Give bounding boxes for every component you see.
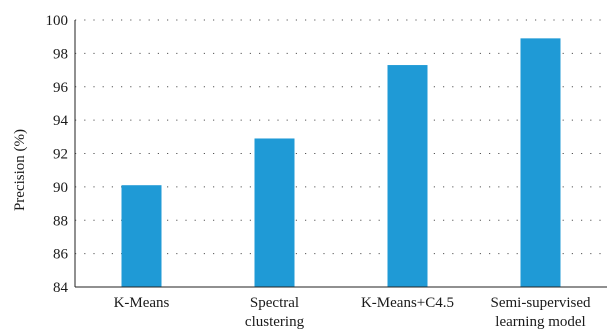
x-tick-label: K-Means+C4.5 <box>361 295 454 311</box>
y-tick-label: 90 <box>53 180 68 196</box>
axes <box>74 20 607 288</box>
x-tick-label: Semi-supervised learning model <box>491 295 591 330</box>
x-tick-labels: K-Means Spectral clustering K-Means+C4.5 Sem… <box>114 295 591 330</box>
y-tick-label: 88 <box>53 213 68 229</box>
bar <box>387 65 428 288</box>
x-tick-label: Spectral clustering <box>245 295 305 330</box>
bars <box>121 38 561 288</box>
y-tick-label: 86 <box>53 247 69 263</box>
y-tick-labels: 84 86 88 90 92 94 96 98 100 <box>46 13 69 296</box>
y-axis-label: Precision (%) <box>12 129 28 211</box>
y-tick-label: 84 <box>53 280 69 296</box>
y-tick-label: 98 <box>53 46 68 62</box>
y-tick-label: 94 <box>53 113 69 129</box>
y-tick-label: 92 <box>53 147 68 163</box>
bar <box>520 38 561 288</box>
bar <box>121 185 162 287</box>
y-tick-label: 100 <box>46 13 69 29</box>
y-tick-label: 96 <box>53 80 69 96</box>
x-tick-label: K-Means <box>114 295 170 311</box>
bar <box>254 138 295 287</box>
